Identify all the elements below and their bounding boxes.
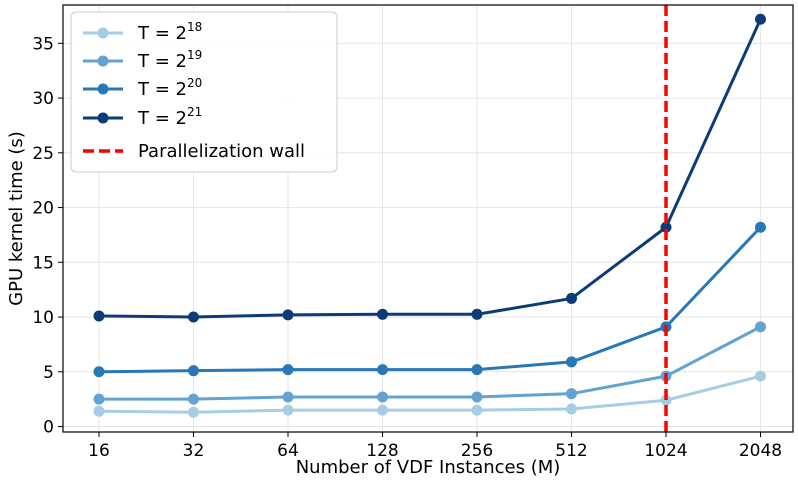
y-tick-label: 10 bbox=[32, 308, 54, 328]
data-point bbox=[566, 403, 577, 415]
legend-item: T = 221 bbox=[83, 105, 202, 129]
data-point bbox=[282, 404, 294, 416]
data-point bbox=[282, 364, 294, 376]
data-point bbox=[471, 404, 483, 416]
y-axis-label: GPU kernel time (s) bbox=[6, 131, 27, 306]
data-point bbox=[660, 221, 672, 233]
data-point bbox=[93, 366, 105, 378]
series-line bbox=[98, 226, 762, 374]
data-point bbox=[188, 311, 199, 323]
x-tick-label: 256 bbox=[461, 441, 493, 461]
legend-item: Parallelization wall bbox=[83, 141, 305, 162]
series-line bbox=[98, 18, 762, 319]
data-point bbox=[566, 292, 577, 304]
x-axis-label: Number of VDF Instances (M) bbox=[296, 457, 561, 478]
data-point bbox=[377, 404, 388, 416]
data-point bbox=[377, 391, 388, 403]
legend: T = 218 T = 219 T = 220 T = 221 Parallelizat… bbox=[70, 11, 338, 173]
series-19 bbox=[93, 321, 766, 405]
legend-label: T = 221 bbox=[137, 105, 202, 129]
legend-item: T = 220 bbox=[83, 76, 202, 100]
legend-marker bbox=[97, 27, 109, 39]
y-tick-label: 15 bbox=[32, 253, 54, 273]
y-tick-label: 0 bbox=[43, 418, 54, 438]
x-tick-label: 2048 bbox=[739, 441, 782, 461]
series-layer bbox=[93, 13, 766, 418]
legend-item: T = 218 bbox=[83, 20, 202, 44]
data-point bbox=[282, 391, 294, 403]
x-tick-label: 512 bbox=[555, 441, 587, 461]
data-point bbox=[188, 365, 199, 377]
data-point bbox=[282, 309, 294, 321]
x-tick-label: 32 bbox=[183, 441, 205, 461]
series-line bbox=[98, 374, 761, 414]
data-point bbox=[471, 391, 483, 403]
legend-label: T = 218 bbox=[137, 20, 202, 44]
legend-marker bbox=[97, 112, 109, 124]
x-tick-label: 128 bbox=[366, 441, 398, 461]
data-point bbox=[471, 364, 483, 376]
legend-label: T = 220 bbox=[137, 76, 202, 100]
x-tick-label: 64 bbox=[277, 441, 299, 461]
data-point bbox=[471, 308, 483, 320]
x-tick-label: 16 bbox=[88, 441, 110, 461]
y-tick-label: 20 bbox=[32, 199, 54, 219]
legend-marker bbox=[97, 83, 109, 95]
data-point bbox=[755, 13, 766, 25]
ticks: 16 32 64 128 256 512 1024 2048 0 5 10 15 20 25 30 35 bbox=[32, 34, 782, 461]
data-point bbox=[188, 393, 199, 405]
data-point bbox=[93, 405, 105, 417]
data-point bbox=[188, 406, 199, 418]
y-tick-label: 30 bbox=[32, 89, 54, 109]
data-point bbox=[377, 308, 388, 320]
y-tick-label: 25 bbox=[32, 144, 54, 164]
series-18 bbox=[93, 370, 766, 418]
data-point bbox=[93, 310, 105, 322]
data-point bbox=[566, 388, 577, 400]
data-point bbox=[377, 364, 388, 376]
plot-frame bbox=[62, 4, 794, 433]
legend-box bbox=[70, 11, 338, 173]
legend-marker bbox=[97, 55, 109, 67]
legend-item: T = 219 bbox=[83, 48, 202, 72]
series-20 bbox=[93, 221, 766, 378]
y-tick-label: 35 bbox=[32, 34, 54, 54]
legend-label: T = 219 bbox=[137, 48, 202, 72]
data-point bbox=[93, 393, 105, 405]
legend-label: Parallelization wall bbox=[138, 141, 305, 162]
series-line bbox=[99, 325, 762, 401]
data-point bbox=[755, 321, 766, 333]
y-tick-label: 5 bbox=[43, 363, 54, 383]
x-tick-label: 1024 bbox=[644, 441, 687, 461]
data-point bbox=[755, 370, 766, 382]
series-21 bbox=[93, 13, 766, 323]
data-point bbox=[660, 394, 672, 406]
data-point bbox=[755, 221, 766, 233]
data-point bbox=[566, 356, 577, 368]
